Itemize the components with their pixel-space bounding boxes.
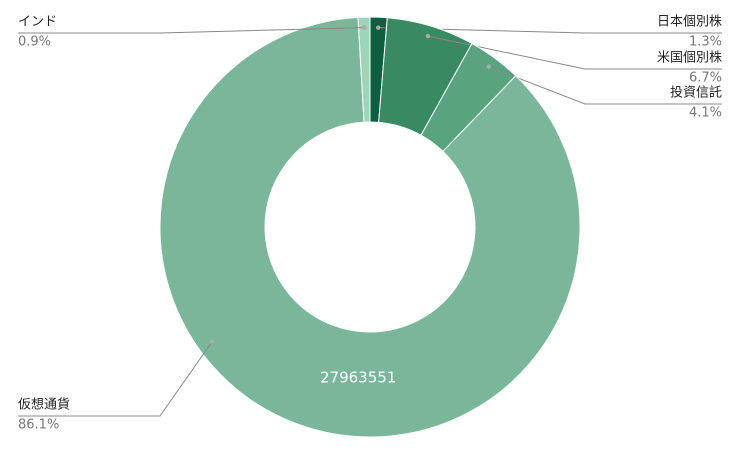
slice	[159, 16, 581, 438]
value-label: 4.1%	[689, 106, 722, 121]
legend-label: 仮想通貨	[18, 397, 70, 413]
leader-dot	[376, 25, 381, 30]
legend-label: 投資信託	[670, 85, 722, 101]
leader-dot	[362, 25, 367, 30]
legend-label: 米国個別株	[657, 51, 722, 66]
value-label: 6.7%	[689, 71, 722, 86]
legend-label: インド	[18, 15, 57, 30]
leader-dot	[209, 339, 215, 344]
leader-dot	[486, 64, 491, 69]
leader-dot	[425, 33, 431, 39]
leader-line	[427, 35, 722, 70]
slice-annotation: 27963551	[320, 369, 396, 387]
slice	[357, 16, 371, 123]
legend-label: 日本個別株	[657, 15, 722, 30]
value-label: 86.1%	[18, 418, 59, 433]
value-label: 0.9%	[18, 35, 51, 50]
leader-line	[18, 27, 365, 34]
leader-line	[18, 341, 213, 417]
leader-line	[488, 66, 722, 105]
leader-line	[378, 27, 722, 34]
value-label: 1.3%	[689, 35, 722, 50]
